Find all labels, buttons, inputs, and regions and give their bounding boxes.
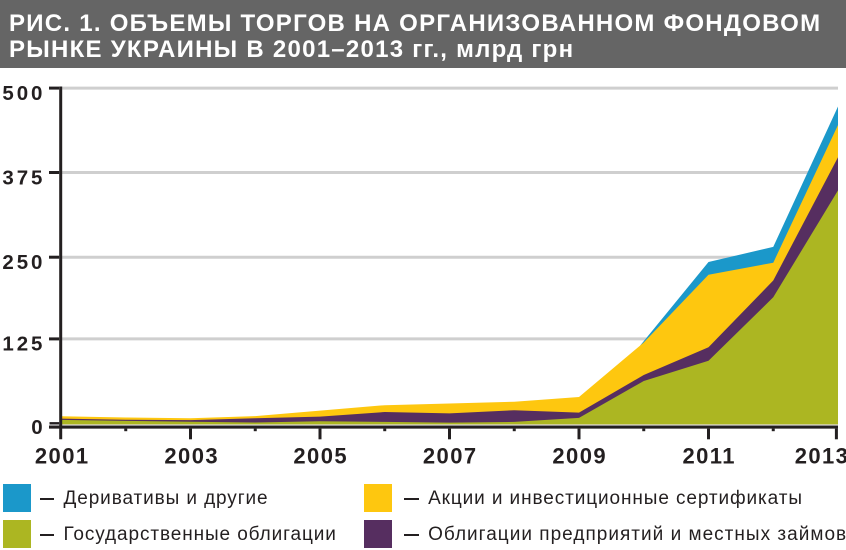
svg-text:2001: 2001 bbox=[35, 444, 90, 469]
svg-text:2009: 2009 bbox=[552, 444, 607, 469]
svg-text:250: 250 bbox=[2, 251, 45, 274]
svg-text:2013: 2013 bbox=[795, 444, 846, 469]
svg-text:2007: 2007 bbox=[423, 444, 478, 469]
svg-text:2011: 2011 bbox=[683, 444, 736, 469]
svg-text:375: 375 bbox=[2, 166, 45, 189]
svg-text:500: 500 bbox=[2, 82, 45, 105]
svg-text:125: 125 bbox=[2, 333, 45, 356]
svg-text:2005: 2005 bbox=[293, 444, 348, 469]
svg-text:2003: 2003 bbox=[164, 444, 219, 469]
svg-text:0: 0 bbox=[31, 416, 45, 439]
